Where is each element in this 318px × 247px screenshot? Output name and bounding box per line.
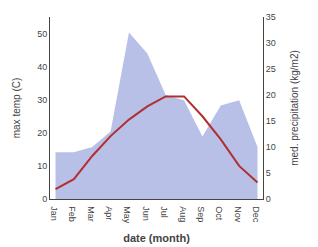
svg-text:Dec: Dec	[251, 206, 261, 223]
svg-text:Sep: Sep	[196, 206, 206, 222]
svg-text:0: 0	[266, 194, 271, 204]
svg-text:10: 10	[266, 142, 276, 152]
svg-text:Apr: Apr	[104, 206, 114, 220]
svg-text:max temp (C): max temp (C)	[11, 78, 22, 139]
svg-text:30: 30	[37, 95, 47, 105]
svg-text:Jun: Jun	[141, 206, 151, 221]
svg-text:50: 50	[37, 29, 47, 39]
svg-text:Oct: Oct	[214, 206, 224, 221]
svg-text:date (month): date (month)	[123, 232, 190, 244]
svg-text:30: 30	[266, 38, 276, 48]
svg-text:25: 25	[266, 64, 276, 74]
svg-text:Nov: Nov	[233, 206, 243, 223]
svg-text:40: 40	[37, 62, 47, 72]
svg-text:Feb: Feb	[67, 206, 77, 222]
svg-text:5: 5	[266, 168, 271, 178]
svg-text:0: 0	[42, 194, 47, 204]
svg-text:10: 10	[37, 161, 47, 171]
svg-text:May: May	[122, 206, 132, 224]
svg-text:20: 20	[266, 90, 276, 100]
svg-text:20: 20	[37, 128, 47, 138]
svg-text:15: 15	[266, 116, 276, 126]
svg-text:Jul: Jul	[159, 206, 169, 218]
svg-text:Aug: Aug	[178, 206, 188, 222]
svg-text:med. precipitation (kg/m2): med. precipitation (kg/m2)	[289, 50, 300, 166]
svg-text:Jan: Jan	[49, 206, 59, 221]
svg-text:35: 35	[266, 12, 276, 22]
svg-text:Mar: Mar	[86, 206, 96, 222]
